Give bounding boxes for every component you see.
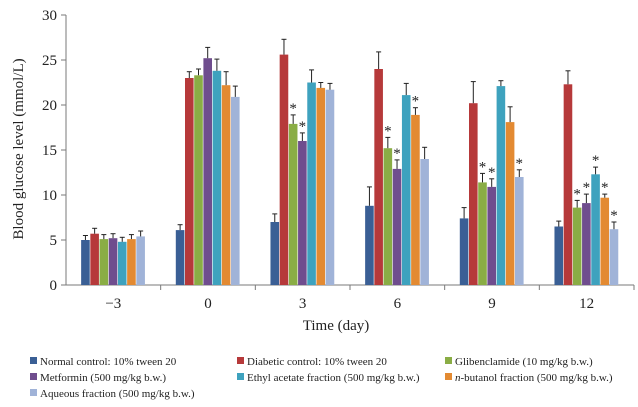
bar [487,186,496,285]
bar [279,54,289,285]
bar [231,96,240,286]
legend-label: Metformin (500 mg/kg b.w.) [40,372,166,384]
bar [401,95,411,285]
significance-star: * [412,94,420,110]
legend-entry: Normal control: 10% tween 20 [30,356,177,368]
significance-markers: ** **** *** **** [289,94,617,224]
legend-entry: Ethyl acetate fraction (500 mg/kg b.w.) [237,372,420,384]
bar [572,207,582,285]
bar [515,177,524,285]
significance-star: * [393,146,401,162]
y-axis-label: Blood glucose level (mmol/L) [11,58,27,239]
bar [90,233,99,285]
legend-entry: Metformin (500 mg/kg b.w.) [30,372,166,384]
y-tick-label: 20 [42,98,57,114]
legend-label: Glibenclamide (10 mg/kg b.w.) [455,356,593,368]
x-tick-label: 12 [579,296,594,312]
bar [175,230,185,285]
legend-swatch [30,373,37,380]
bar [288,123,298,286]
legend-label: Diabetic control: 10% tween 20 [247,356,387,368]
y-tick-label: 25 [42,53,57,69]
x-tick-label: 3 [299,296,307,312]
y-tick-label: 0 [50,278,58,294]
bar [307,82,316,285]
legend-label: n-butanol fraction (500 mg/kg b.w.) [455,372,613,384]
legend-swatch [237,373,244,380]
legend-label: Normal control: 10% tween 20 [40,356,177,368]
bar [478,182,487,285]
x-tick-label: 9 [488,296,496,312]
y-tick-label: 5 [50,233,58,249]
bar [392,168,402,285]
bar [420,159,429,285]
significance-star: * [610,208,618,224]
bar [609,229,619,285]
significance-star: * [573,186,581,202]
bar [203,58,212,286]
significance-star: * [583,180,591,196]
significance-star: * [479,159,487,175]
bar [194,75,203,285]
bar [298,141,307,285]
bar [383,148,393,285]
y-tick-label: 15 [42,143,57,159]
bar [212,70,222,285]
significance-star: * [592,153,600,169]
x-tick-label: 6 [394,296,402,312]
bar [270,222,280,285]
bar [411,114,420,286]
bar [600,197,610,285]
significance-star: * [384,123,392,139]
bar [582,203,591,285]
bar [325,89,335,285]
legend-label: Ethyl acetate fraction (500 mg/kg b.w.) [247,372,420,384]
significance-star: * [488,165,496,181]
bar [108,238,118,285]
legend-label: Aqueous fraction (500 mg/kg b.w.) [40,388,195,400]
significance-star: * [289,101,297,117]
axes: 0 5 10 15 20 25 30 −3 0 3 6 9 12 [42,8,635,312]
significance-star: * [601,180,609,196]
bar [563,84,573,285]
legend-entry: n-butanol fraction (500 mg/kg b.w.) [445,372,613,384]
bar [365,205,374,285]
bar [221,85,231,285]
bar [374,69,383,285]
legend-entry: Aqueous fraction (500 mg/kg b.w.) [30,388,195,400]
x-tick-label: −3 [105,296,121,312]
bars [81,54,619,286]
significance-star: * [299,119,307,135]
legend-swatch [445,373,452,380]
y-tick-label: 30 [42,8,57,24]
legend-swatch [30,357,37,364]
bar [99,239,109,285]
x-axis-label: Time (day) [303,318,370,334]
legend: Normal control: 10% tween 20 Diabetic con… [30,356,613,400]
bar [591,174,600,285]
legend-entry: Glibenclamide (10 mg/kg b.w.) [445,356,593,368]
bar [505,122,515,285]
legend-entry: Diabetic control: 10% tween 20 [237,356,387,368]
bar [136,236,145,285]
bar [554,226,564,285]
y-tick-label: 10 [42,188,57,204]
x-tick-label: 0 [204,296,212,312]
bar [117,241,127,285]
legend-swatch [445,357,452,364]
bar [185,78,194,285]
bar [469,103,478,285]
bar [127,239,136,285]
bar [459,218,469,285]
legend-swatch [237,357,244,364]
significance-star: * [516,156,524,172]
bar [496,86,506,285]
legend-swatch [30,389,37,396]
bar [81,240,90,285]
bar [316,87,326,286]
error-bars [82,38,617,242]
